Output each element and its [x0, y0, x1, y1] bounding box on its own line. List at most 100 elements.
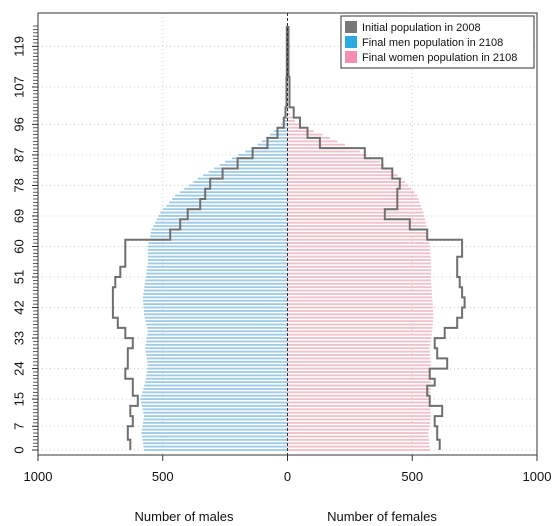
women-bar — [287, 160, 380, 163]
men-bar — [147, 360, 288, 363]
men-bar — [172, 198, 288, 200]
men-bar — [141, 404, 288, 407]
women-bar — [287, 181, 406, 183]
men-bar — [143, 418, 288, 421]
legend-box — [340, 15, 535, 69]
women-bar — [287, 425, 430, 428]
men-bar — [146, 374, 288, 377]
men-bar — [144, 384, 288, 387]
women-bar — [287, 418, 431, 421]
men-bar — [140, 398, 288, 401]
men-bar — [142, 425, 288, 428]
women-bar — [287, 313, 434, 316]
x-tick-label: 500 — [152, 469, 174, 484]
women-bar — [287, 337, 432, 339]
women-bar — [287, 340, 431, 343]
y-tick-label: 7 — [11, 423, 26, 430]
men-bar — [146, 269, 288, 272]
y-tick-label: 33 — [11, 331, 26, 345]
women-bar — [287, 299, 433, 302]
women-bar — [287, 140, 338, 143]
men-bar — [147, 367, 288, 370]
y-tick-label: 119 — [11, 36, 26, 57]
men-bar — [145, 279, 288, 282]
women-bar — [287, 371, 431, 373]
men-bar — [141, 394, 288, 397]
men-bar — [147, 262, 288, 265]
women-bar — [287, 133, 323, 136]
women-bar — [287, 262, 431, 265]
women-bar — [287, 238, 429, 241]
men-bar — [147, 248, 288, 251]
men-bar — [147, 265, 288, 268]
men-bar — [146, 354, 288, 356]
men-bar — [166, 204, 288, 207]
legend-label: Final women population in 2108 — [362, 52, 517, 64]
women-bar — [287, 157, 374, 160]
women-bar — [287, 126, 305, 129]
legend-swatch — [345, 51, 357, 63]
women-bar — [287, 123, 300, 126]
men-bar — [145, 381, 288, 384]
women-bar — [287, 259, 431, 261]
x-axis-title-males: Number of males — [135, 509, 234, 524]
women-bar — [287, 252, 431, 255]
women-bar — [287, 198, 419, 200]
women-bar — [287, 357, 431, 360]
men-bar — [143, 289, 288, 292]
men-bar — [141, 401, 288, 404]
women-bar — [287, 303, 433, 306]
y-tick-label: 51 — [11, 270, 26, 284]
women-bar — [287, 191, 415, 194]
men-bar — [145, 347, 288, 350]
men-bar — [143, 445, 288, 448]
men-bar — [142, 428, 288, 431]
men-bar — [147, 364, 288, 367]
women-bar — [287, 113, 290, 116]
women-bar — [287, 408, 431, 411]
women-bar — [287, 184, 409, 187]
legend-swatch — [345, 21, 357, 33]
men-bar — [144, 286, 288, 289]
men-bar — [179, 191, 288, 194]
initial-outline-females — [287, 26, 466, 450]
legend-label: Final men population in 2108 — [362, 37, 503, 49]
men-bar — [145, 377, 288, 380]
axis-titles: Number of males Number of females — [135, 509, 438, 524]
y-tick-label: 96 — [11, 117, 26, 131]
women-bar — [287, 164, 385, 167]
women-bar — [287, 293, 432, 295]
men-bar — [197, 177, 288, 180]
women-bar — [287, 289, 432, 292]
women-bar — [287, 316, 434, 319]
women-bar — [287, 445, 430, 448]
men-bar — [147, 259, 288, 261]
men-bar — [142, 296, 288, 299]
women-bar — [287, 248, 430, 251]
women-bar — [287, 401, 430, 404]
men-bar — [175, 194, 288, 197]
men-bar — [208, 170, 288, 173]
women-bar — [287, 442, 430, 445]
men-bar — [150, 231, 288, 234]
x-axis-title-females: Number of females — [327, 509, 437, 524]
women-bar — [287, 279, 431, 282]
women-bar — [287, 377, 431, 380]
initial-population-outline — [111, 26, 466, 450]
y-tick-label: 78 — [11, 178, 26, 192]
chart-axes: 0 7 15 24 33 42 51 60 69 78 87 96 107 119 1000 500 0 500 1… — [11, 12, 551, 484]
men-bar — [147, 333, 288, 336]
women-bar — [287, 374, 431, 377]
women-bar — [287, 218, 425, 221]
initial-outline-males — [111, 26, 288, 450]
men-bar — [238, 153, 288, 156]
women-bar — [287, 130, 314, 133]
women-bar — [287, 286, 432, 289]
women-bar — [287, 367, 431, 370]
women-bar — [287, 398, 430, 401]
women-bar — [287, 228, 428, 231]
x-tick-label: 500 — [401, 469, 423, 484]
women-bar — [287, 394, 430, 397]
y-tick-label: 24 — [11, 361, 26, 375]
women-bar — [287, 194, 418, 197]
